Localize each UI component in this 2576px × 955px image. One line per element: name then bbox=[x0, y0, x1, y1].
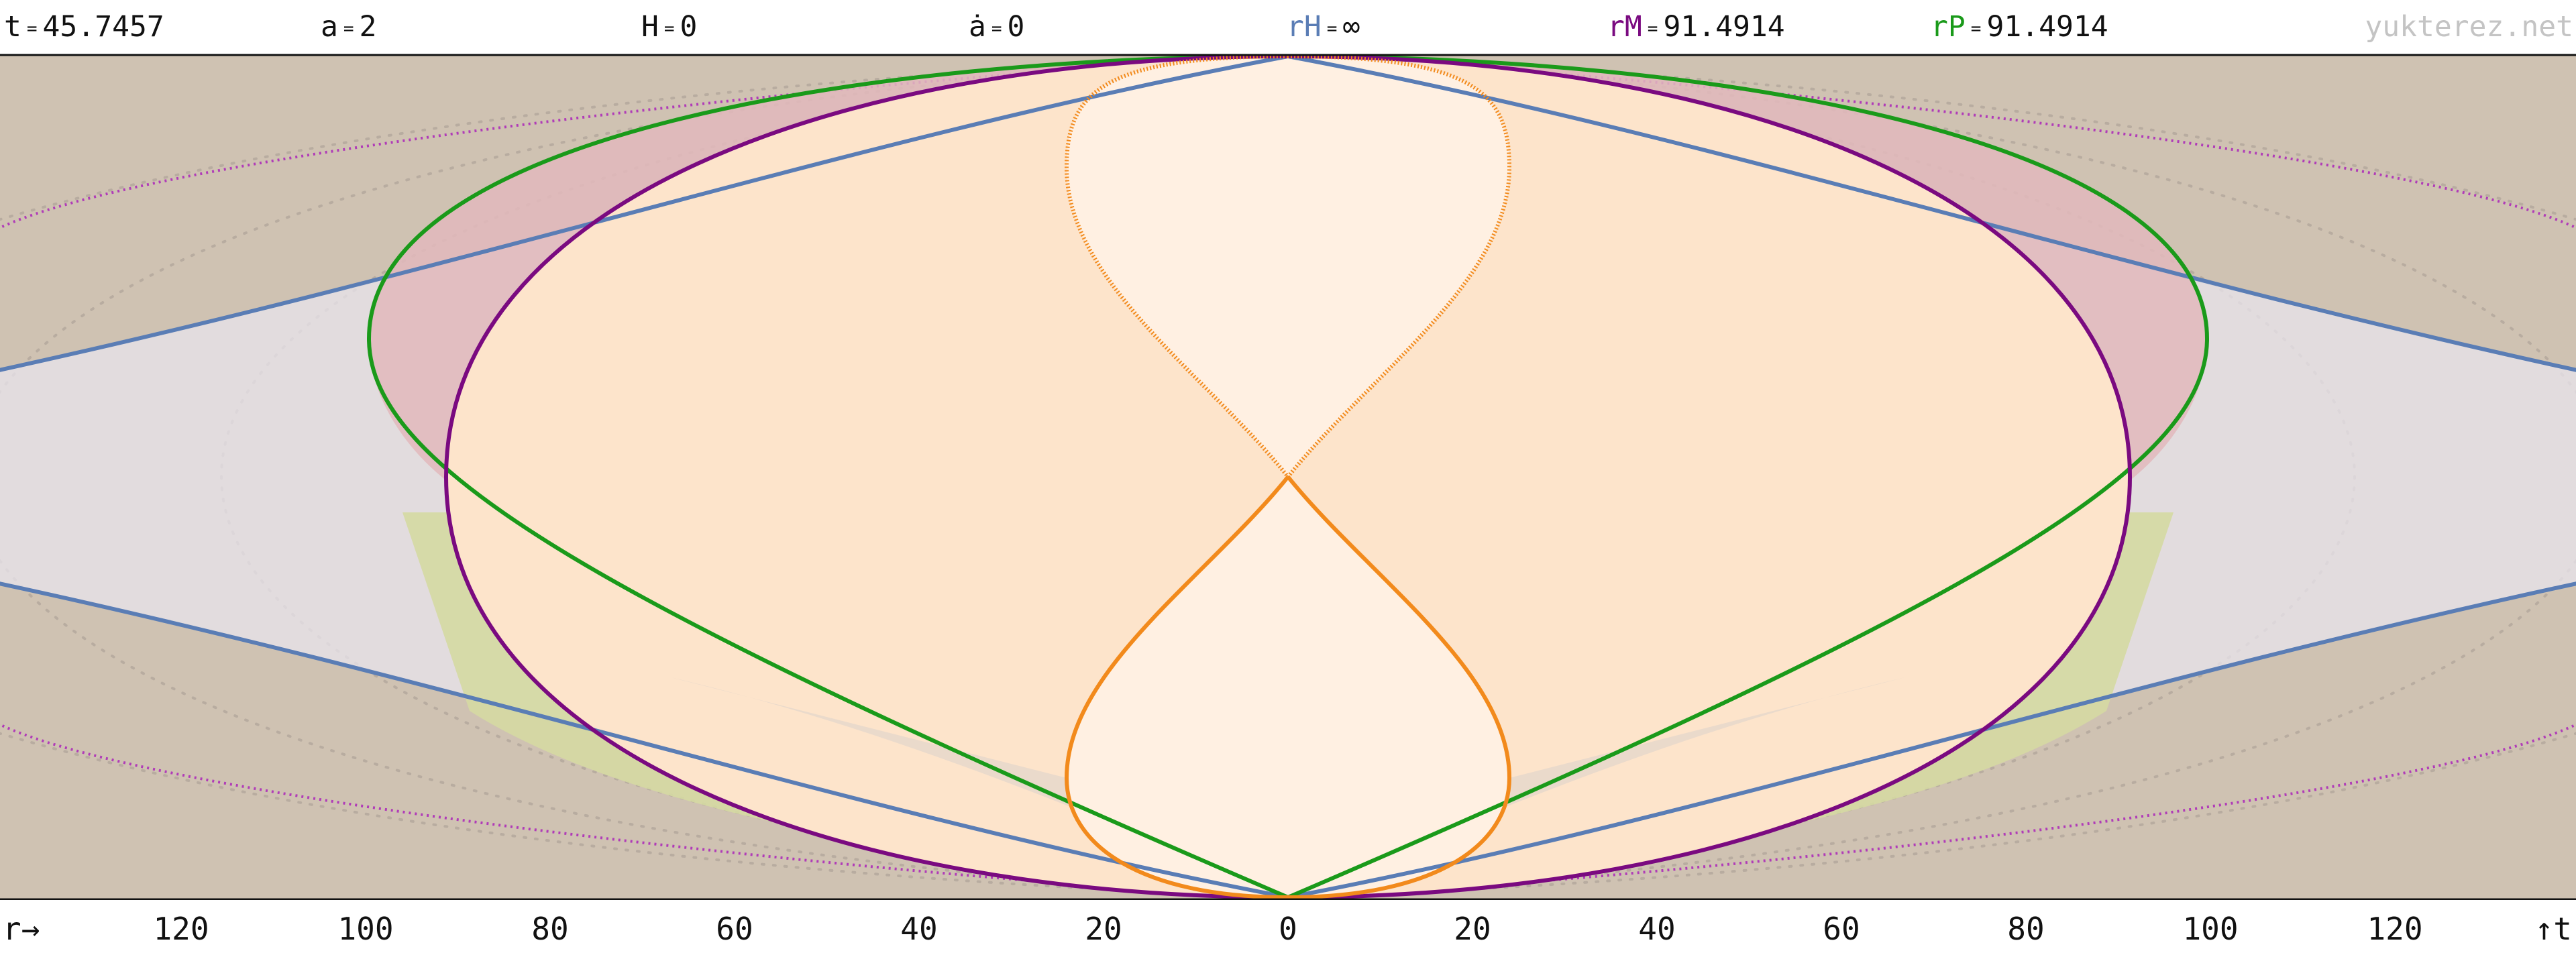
r-axis-tick-label: 100 bbox=[337, 911, 394, 947]
particle-horizon-label: rM bbox=[1607, 10, 1642, 44]
equals-sign: = bbox=[26, 19, 38, 39]
r-axis-tick-label: 20 bbox=[1454, 911, 1491, 947]
r-axis-label: r→ bbox=[3, 911, 40, 947]
r-axis-tick-label: 0 bbox=[1279, 911, 1297, 947]
hubble-radius-value: ∞ bbox=[1342, 10, 1360, 44]
time-value: 45.7457 bbox=[42, 10, 164, 44]
hubble-parameter-label: H bbox=[641, 10, 659, 44]
scale-rate-readout: ȧ = 0 bbox=[969, 1, 1024, 52]
hubble-parameter-value: 0 bbox=[680, 10, 698, 44]
axis-bar bbox=[0, 900, 2576, 955]
hubble-radius-label: rH bbox=[1287, 10, 1322, 44]
equals-sign: = bbox=[1970, 19, 1982, 39]
r-axis-tick-label: 120 bbox=[153, 911, 209, 947]
hubble-parameter-readout: H = 0 bbox=[641, 1, 697, 52]
particle-horizon-readout: rM = 91.4914 bbox=[1607, 1, 1785, 52]
equals-sign: = bbox=[1326, 19, 1338, 39]
r-axis-tick-label: 120 bbox=[2367, 911, 2423, 947]
watermark: yukterez.net bbox=[2365, 10, 2573, 44]
r-axis-tick-label: 100 bbox=[2182, 911, 2239, 947]
photon-horizon-label: rP bbox=[1931, 10, 1966, 44]
r-axis-tick-label: 40 bbox=[1638, 911, 1676, 947]
scale-rate-value: 0 bbox=[1007, 10, 1025, 44]
scale-factor-readout: a = 2 bbox=[321, 1, 376, 52]
r-axis-tick-label: 20 bbox=[1085, 911, 1122, 947]
scale-factor-label: a bbox=[321, 10, 338, 44]
r-axis-tick-label: 40 bbox=[900, 911, 938, 947]
t-axis-label: ↑t bbox=[2534, 911, 2572, 947]
equals-sign: = bbox=[991, 19, 1002, 39]
r-axis-tick-label: 60 bbox=[1823, 911, 1860, 947]
scale-factor-value: 2 bbox=[359, 10, 377, 44]
r-axis-tick-label: 80 bbox=[531, 911, 569, 947]
grid-arc-18 bbox=[1287, 55, 2576, 899]
photon-horizon-readout: rP = 91.4914 bbox=[1931, 1, 2108, 52]
hubble-radius-readout: rH = ∞ bbox=[1287, 1, 1360, 52]
past-light-cone-curve bbox=[1064, 475, 1512, 900]
grid-arc-17 bbox=[0, 55, 1289, 899]
scale-rate-label: ȧ bbox=[969, 10, 986, 44]
equals-sign: = bbox=[343, 19, 354, 39]
equals-sign: = bbox=[1647, 19, 1658, 39]
top-status-bar: t = 45.7457 a = 2 H = 0 ȧ = 0 rH = ∞ rM = 91.4914 rP… bbox=[0, 0, 2576, 54]
equals-sign: = bbox=[663, 19, 675, 39]
photon-horizon-value: 91.4914 bbox=[1986, 10, 2108, 44]
time-readout: t = 45.7457 bbox=[4, 1, 164, 52]
time-label: t bbox=[4, 10, 21, 44]
particle-horizon-value: 91.4914 bbox=[1663, 10, 1785, 44]
r-axis-tick-label: 60 bbox=[716, 911, 753, 947]
r-axis-tick-label: 80 bbox=[2007, 911, 2045, 947]
